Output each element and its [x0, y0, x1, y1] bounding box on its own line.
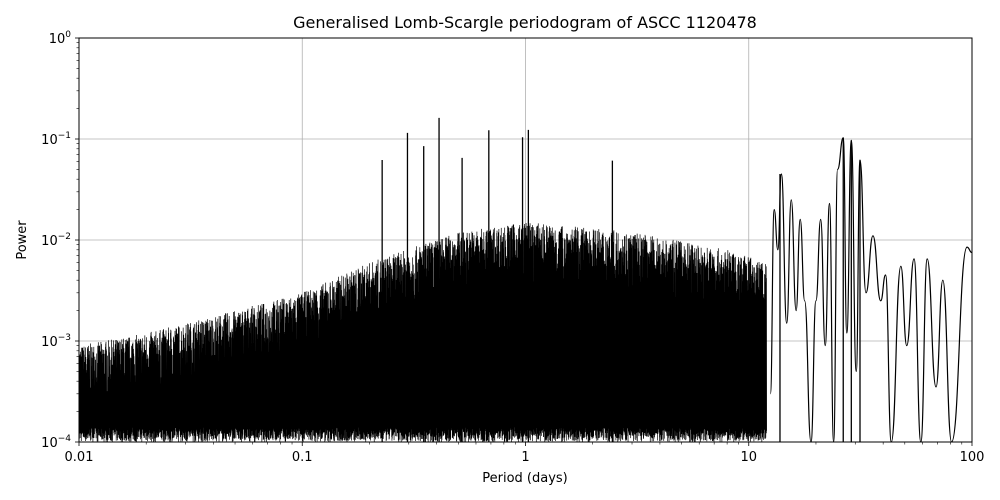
x-tick-label: 1 [521, 450, 529, 465]
y-axis: 10−4 10−3 10−2 10−1 100 [41, 30, 79, 451]
x-axis-label: Period (days) [482, 471, 568, 486]
x-tick-label: 10 [740, 450, 757, 465]
x-tick-label: 0.01 [65, 450, 94, 465]
y-tick-label: 100 [49, 30, 72, 47]
x-tick-label: 100 [960, 450, 985, 465]
chart-title: Generalised Lomb-Scargle periodogram of … [293, 13, 757, 32]
y-tick-label: 10−2 [41, 232, 71, 249]
y-axis-label: Power [15, 220, 30, 260]
periodogram-dense-trace [79, 222, 767, 442]
y-tick-label: 10−4 [41, 434, 71, 451]
plot-area [79, 117, 972, 442]
y-tick-label: 10−1 [41, 131, 71, 148]
x-axis: 0.01 0.1 1 10 100 [65, 442, 985, 465]
x-tick-label: 0.1 [292, 450, 313, 465]
periodogram-long-period-curve [769, 137, 972, 442]
y-tick-label: 10−3 [41, 333, 71, 350]
